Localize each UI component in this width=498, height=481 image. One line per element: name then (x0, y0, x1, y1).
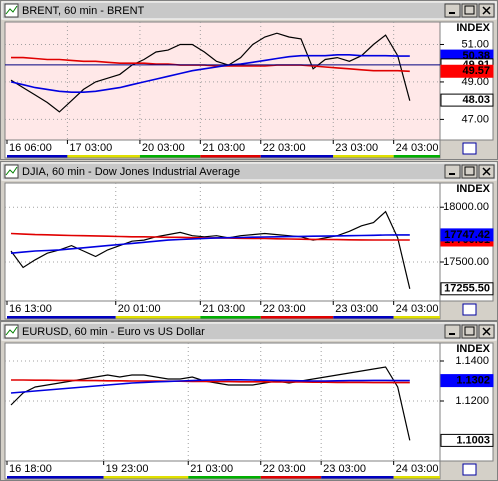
session-strip (393, 316, 440, 319)
session-strip (333, 316, 394, 319)
maximize-glyph (464, 5, 475, 15)
x-tick-label: 24 03:00 (396, 463, 439, 475)
price-line (10, 32, 411, 113)
x-tick-label: 16 06:00 (9, 142, 52, 154)
price-tag-label: 1.1302 (456, 375, 490, 387)
maximize-glyph (464, 166, 475, 176)
x-tick-label: 23 03:00 (335, 142, 378, 154)
x-tick-label: 22 03:00 (263, 142, 306, 154)
y-tick-label: 51.00 (461, 38, 489, 50)
session-strip (260, 316, 334, 319)
session-strip (260, 476, 322, 479)
y-tick-label: 49.00 (461, 76, 489, 88)
x-tick-label: 20 01:00 (118, 303, 161, 315)
x-tick-label: 20 03:00 (142, 142, 185, 154)
x-tick-label: 22 03:00 (263, 463, 306, 475)
title-bar (1, 162, 497, 181)
window-title: BRENT, 60 min - BRENT (22, 5, 145, 17)
x-tick-label: 23 03:00 (323, 463, 366, 475)
moving-average (11, 379, 410, 384)
price-axis (439, 21, 494, 141)
title-bar (1, 322, 497, 341)
title-bar (1, 1, 497, 20)
price-tag-label: 1.1003 (456, 434, 490, 446)
x-tick-label: 19 23:00 (106, 463, 149, 475)
y-tick-label: 17500.00 (443, 256, 489, 268)
axis-settings-icon[interactable] (462, 463, 477, 476)
x-tick-label: 22 03:00 (263, 303, 306, 315)
x-tick-label: 23 03:00 (335, 303, 378, 315)
window-title: EURUSD, 60 min - Euro vs US Dollar (22, 326, 205, 338)
price-tag-label: 17747.42 (444, 229, 490, 241)
x-tick-label: 17 03:00 (69, 142, 112, 154)
session-strip (200, 316, 261, 319)
session-strip (7, 155, 68, 158)
session-strip (7, 316, 116, 319)
close-glyph (482, 167, 491, 176)
session-strip (200, 155, 261, 158)
axis-settings-icon[interactable] (462, 142, 477, 155)
x-tick-label: 21 03:00 (202, 142, 245, 154)
session-strip (321, 476, 394, 479)
window-icon-glyph (5, 326, 18, 336)
price-tag (440, 282, 494, 296)
axis-label: INDEX (456, 22, 490, 34)
x-tick-label: 16 18:00 (9, 463, 52, 475)
time-axis (4, 300, 441, 320)
minimize-button[interactable] (444, 3, 461, 18)
minimize-button[interactable] (444, 324, 461, 339)
session-strip (393, 155, 440, 158)
price-tag (440, 374, 494, 388)
x-tick-label: 21 03:00 (190, 463, 233, 475)
session-strip (7, 476, 104, 479)
plot-area (4, 342, 441, 462)
y-tick-label: 47.00 (461, 113, 489, 125)
price-tag (440, 433, 494, 447)
minimize-button[interactable] (444, 164, 461, 179)
time-axis (4, 139, 441, 159)
x-tick-label: 16 13:00 (9, 303, 52, 315)
session-strip (188, 476, 261, 479)
window-title: DJIA, 60 min - Dow Jones Industrial Aver… (22, 166, 240, 178)
plot-area (4, 182, 441, 302)
y-tick-label: 1.1400 (455, 355, 489, 367)
session-strip (67, 155, 140, 158)
close-glyph (482, 6, 491, 15)
y-tick-label: 18000.00 (443, 201, 489, 213)
session-strip (115, 316, 201, 319)
price-tag-label: 48.03 (462, 94, 490, 106)
close-glyph (482, 327, 491, 336)
price-tag (440, 228, 494, 242)
maximize-glyph (464, 326, 475, 336)
session-strip (103, 476, 189, 479)
axis-label: INDEX (456, 343, 490, 355)
window-icon-glyph (5, 166, 18, 176)
axis-settings-icon[interactable] (462, 303, 477, 316)
session-strip (393, 476, 440, 479)
x-tick-label: 21 03:00 (202, 303, 245, 315)
x-tick-label: 24 03:00 (396, 303, 439, 315)
price-tag (440, 64, 494, 78)
moving-average (11, 56, 410, 73)
x-tick-label: 24 03:00 (396, 142, 439, 154)
price-tag-label: 49.57 (462, 65, 490, 77)
price-tag (440, 93, 494, 107)
moving-average (10, 54, 410, 93)
session-strip (139, 155, 201, 158)
session-strip (333, 155, 394, 158)
session-strip (260, 155, 334, 158)
axis-label: INDEX (456, 183, 490, 195)
moving-average (10, 234, 410, 254)
y-tick-label: 1.1200 (455, 395, 489, 407)
price-tag-label: 17255.50 (444, 283, 490, 295)
plot-area (4, 21, 441, 141)
time-axis (4, 460, 441, 480)
window-icon-glyph (5, 5, 18, 15)
moving-average (10, 379, 410, 394)
